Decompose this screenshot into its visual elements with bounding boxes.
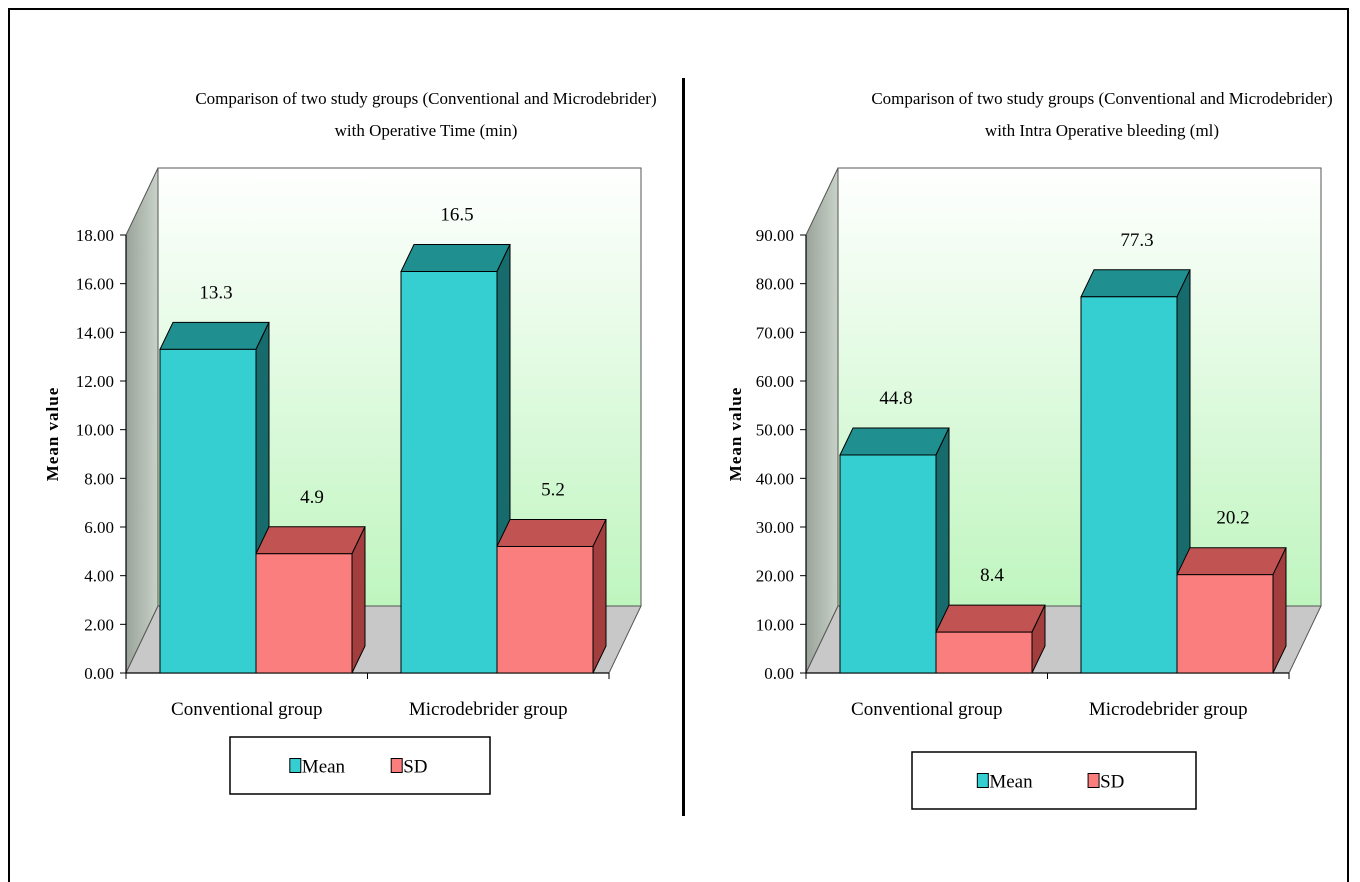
category-label: Conventional group [171, 699, 322, 720]
data-label: 5.2 [541, 479, 565, 500]
bar-sd [255, 553, 353, 674]
category-label: Microdebrider group [409, 699, 568, 720]
data-label: 13.3 [199, 282, 232, 303]
y-tick-label: 50.00 [756, 421, 794, 440]
legend-label: SD [403, 757, 427, 778]
bar-mean [839, 454, 937, 674]
data-label: 8.4 [980, 565, 1004, 586]
legend-swatch-mean [289, 758, 302, 773]
chart-subtitle: with Intra Operative bleeding (ml) [985, 121, 1219, 140]
data-label: 77.3 [1120, 230, 1153, 251]
y-tick-label: 80.00 [756, 275, 794, 294]
bar-top [159, 321, 270, 350]
bar-mean [1080, 296, 1178, 674]
y-tick-label: 18.00 [76, 226, 114, 245]
y-tick-label: 0.00 [764, 664, 794, 683]
legend-swatch-mean [976, 773, 989, 788]
bar-top [1176, 547, 1287, 576]
data-label: 16.5 [440, 205, 473, 226]
bar-mean [400, 271, 498, 674]
y-tick-label: 4.00 [84, 567, 114, 586]
side-wall [805, 167, 839, 674]
chart-title: Comparison of two study groups (Conventi… [871, 89, 1332, 108]
y-tick-label: 2.00 [84, 615, 114, 634]
bar-top [935, 604, 1046, 633]
y-tick-label: 8.00 [84, 469, 114, 488]
category-label: Microdebrider group [1089, 699, 1248, 720]
y-tick-label: 10.00 [756, 615, 794, 634]
y-tick-label: 30.00 [756, 518, 794, 537]
chart-title: Comparison of two study groups (Conventi… [195, 89, 656, 108]
y-axis-label: Mean value [726, 387, 745, 482]
bar-sd [935, 631, 1033, 674]
y-tick-label: 16.00 [76, 275, 114, 294]
bar-sd [496, 545, 594, 674]
y-tick-label: 40.00 [756, 469, 794, 488]
bar-top [255, 526, 366, 555]
data-label: 4.9 [300, 487, 324, 508]
operative-time-chart: 0.00 2.00 4.00 6.00 8.00 10.00 12.00 14.00 16.00… [43, 89, 657, 795]
y-tick-label: 14.00 [76, 323, 114, 342]
y-tick-label: 10.00 [76, 421, 114, 440]
chart-subtitle: with Operative Time (min) [335, 121, 518, 140]
data-label: 44.8 [879, 388, 912, 409]
y-tick-label: 20.00 [756, 567, 794, 586]
bar-top [496, 518, 607, 547]
data-label: 20.2 [1216, 508, 1249, 529]
legend-label: Mean [302, 757, 346, 778]
y-tick-label: 6.00 [84, 518, 114, 537]
bar-side [351, 526, 366, 674]
y-tick-label: 90.00 [756, 226, 794, 245]
y-tick-label: 70.00 [756, 323, 794, 342]
legend-box [911, 751, 1197, 810]
legend-label: SD [1100, 772, 1124, 793]
bar-top [400, 244, 511, 272]
y-axis-label: Mean value [43, 387, 62, 482]
intra-operative-bleeding-chart: 0.00 10.00 20.00 30.00 40.00 50.00 60.00 70.00 8… [726, 89, 1333, 810]
bar-side [592, 519, 607, 674]
legend-swatch-sd [1087, 773, 1100, 788]
y-tick-label: 60.00 [756, 372, 794, 391]
legend-label: Mean [989, 772, 1033, 793]
y-tick-label: 12.00 [76, 372, 114, 391]
side-wall [125, 167, 159, 674]
category-label: Conventional group [851, 699, 1002, 720]
bar-top [1080, 269, 1191, 298]
legend-swatch-sd [390, 758, 403, 773]
legend-box [229, 736, 491, 795]
bar-mean [159, 348, 257, 674]
panel-divider [682, 78, 685, 816]
bar-sd [1176, 574, 1274, 674]
y-tick-label: 0.00 [84, 664, 114, 683]
bar-top [839, 427, 950, 456]
